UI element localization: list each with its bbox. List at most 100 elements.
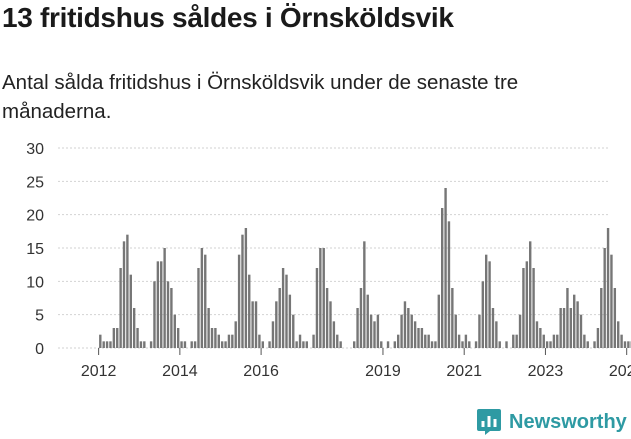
bar <box>305 341 308 348</box>
bar <box>569 308 573 348</box>
bar <box>396 334 400 348</box>
bar <box>207 308 210 348</box>
bar <box>160 261 163 348</box>
bar <box>359 288 363 348</box>
bar <box>566 288 569 348</box>
bar <box>613 288 617 348</box>
bar <box>241 234 244 348</box>
bar <box>596 328 600 348</box>
bar <box>122 241 126 348</box>
bar <box>153 281 156 348</box>
y-tick-label: 25 <box>26 174 44 191</box>
bar <box>217 334 220 348</box>
bar <box>481 281 485 348</box>
bar <box>220 341 224 348</box>
bar <box>244 228 248 348</box>
bar <box>332 321 336 348</box>
bar <box>376 314 380 348</box>
bar <box>258 334 261 348</box>
bar <box>193 341 197 348</box>
bar <box>393 341 397 348</box>
bars <box>99 188 631 348</box>
bar <box>352 341 356 348</box>
bar <box>132 308 136 348</box>
bar <box>180 341 183 348</box>
bar <box>539 328 542 348</box>
y-axis-ticks: 0 5 10 15 20 25 30 <box>26 141 44 358</box>
bar <box>505 341 508 348</box>
bar <box>488 261 491 348</box>
bar <box>136 328 139 348</box>
bar <box>420 328 424 348</box>
bar <box>302 341 305 348</box>
bar <box>627 341 630 348</box>
y-tick-label: 5 <box>35 308 44 325</box>
bar <box>119 268 122 348</box>
chart-bubble-icon <box>477 409 501 435</box>
y-tick-label: 0 <box>35 341 44 358</box>
bar <box>380 341 383 348</box>
bar <box>176 328 180 348</box>
bar <box>312 334 315 348</box>
bar <box>373 321 376 348</box>
bar <box>620 334 623 348</box>
bar <box>610 254 613 348</box>
bar <box>424 334 427 348</box>
bar <box>556 334 559 348</box>
bar <box>288 294 292 348</box>
bar <box>600 288 603 348</box>
bar <box>325 288 329 348</box>
chart-title: 13 fritidshus såldes i Örnsköldsvik <box>2 2 454 33</box>
bar <box>248 274 251 348</box>
bar <box>532 268 535 348</box>
newsworthy-logo[interactable]: Newsworthy <box>476 408 627 436</box>
bar <box>586 341 589 348</box>
y-tick-label: 20 <box>26 208 44 225</box>
bar <box>525 261 529 348</box>
bar <box>298 334 302 348</box>
bar <box>295 341 298 348</box>
bar <box>183 341 187 348</box>
bar <box>109 341 112 348</box>
bar <box>437 294 441 348</box>
bar <box>336 334 339 348</box>
bar <box>105 341 109 348</box>
bar <box>369 314 373 348</box>
bar <box>285 274 288 348</box>
bar <box>457 334 461 348</box>
bar <box>417 328 420 348</box>
bar <box>210 328 214 348</box>
bar <box>275 301 278 348</box>
bar <box>491 308 495 348</box>
bar <box>559 308 562 348</box>
bar <box>427 334 430 348</box>
bar <box>535 321 539 348</box>
bar <box>485 254 488 348</box>
x-tick-label: 2021 <box>446 363 482 380</box>
bar <box>214 328 217 348</box>
bar <box>603 248 606 348</box>
bar <box>576 301 579 348</box>
bar <box>386 341 390 348</box>
bar <box>116 328 119 348</box>
bar <box>403 301 407 348</box>
brand-name: Newsworthy <box>509 410 627 433</box>
bar <box>430 341 434 348</box>
bar <box>163 248 166 348</box>
bar <box>552 334 556 348</box>
bar <box>237 254 241 348</box>
bar <box>545 341 549 348</box>
bar <box>251 301 254 348</box>
bar <box>542 334 545 348</box>
bar <box>231 334 234 348</box>
bar <box>495 321 498 348</box>
bar <box>173 314 176 348</box>
bar <box>549 341 552 348</box>
bar <box>102 341 105 348</box>
bar <box>474 341 478 348</box>
bar <box>573 294 576 348</box>
bar <box>444 188 447 348</box>
bar <box>464 334 468 348</box>
